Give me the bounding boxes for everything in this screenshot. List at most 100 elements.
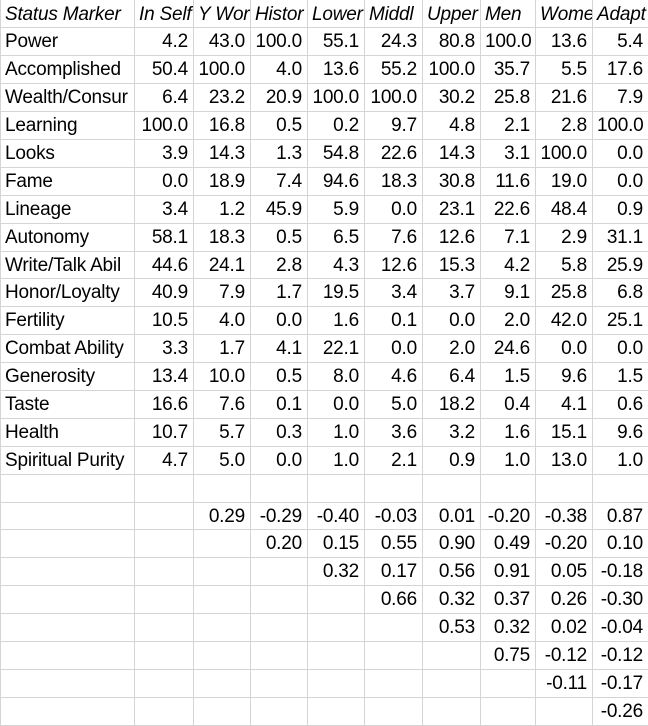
value-cell[interactable]: 20.9 <box>250 83 308 113</box>
empty-cell[interactable] <box>0 557 135 587</box>
empty-cell[interactable] <box>250 641 308 670</box>
value-cell[interactable]: 4.1 <box>535 390 593 419</box>
value-cell[interactable]: 55.2 <box>364 55 423 85</box>
correlation-cell[interactable]: 0.32 <box>480 613 536 642</box>
value-cell[interactable]: 4.7 <box>134 446 194 475</box>
empty-cell[interactable] <box>364 669 423 698</box>
value-cell[interactable]: 6.4 <box>422 362 481 391</box>
column-header-cell[interactable]: Middl <box>364 0 423 29</box>
value-cell[interactable]: 0.3 <box>250 418 308 447</box>
empty-cell[interactable] <box>193 613 251 642</box>
value-cell[interactable]: 23.1 <box>422 195 481 224</box>
value-cell[interactable]: 15.1 <box>535 418 593 447</box>
value-cell[interactable]: 100.0 <box>193 55 251 85</box>
value-cell[interactable]: 0.0 <box>364 334 423 364</box>
value-cell[interactable]: 100.0 <box>422 55 481 85</box>
value-cell[interactable]: 0.0 <box>364 195 423 224</box>
value-cell[interactable]: 100.0 <box>134 111 194 140</box>
value-cell[interactable]: 0.9 <box>422 446 481 475</box>
row-label-cell[interactable]: Accomplished <box>0 55 135 85</box>
value-cell[interactable]: 6.5 <box>307 223 365 252</box>
correlation-cell[interactable]: -0.40 <box>307 502 365 531</box>
value-cell[interactable]: 3.4 <box>364 278 423 308</box>
correlation-cell[interactable]: 0.05 <box>535 557 593 587</box>
value-cell[interactable]: 0.1 <box>364 306 423 336</box>
value-cell[interactable]: 0.0 <box>307 390 365 419</box>
empty-cell[interactable] <box>193 474 251 503</box>
column-header-cell[interactable]: Wome <box>535 0 593 29</box>
value-cell[interactable]: 4.3 <box>307 251 365 280</box>
column-header-cell[interactable]: Status Marker <box>0 0 135 29</box>
empty-cell[interactable] <box>307 641 365 670</box>
empty-cell[interactable] <box>422 474 481 503</box>
value-cell[interactable]: 0.1 <box>250 390 308 419</box>
value-cell[interactable]: 100.0 <box>364 83 423 113</box>
value-cell[interactable]: 2.1 <box>364 446 423 475</box>
correlation-cell[interactable]: -0.03 <box>364 502 423 531</box>
value-cell[interactable]: 12.6 <box>364 251 423 280</box>
value-cell[interactable]: 42.0 <box>535 306 593 336</box>
empty-cell[interactable] <box>134 585 194 615</box>
value-cell[interactable]: 2.8 <box>250 251 308 280</box>
empty-cell[interactable] <box>364 613 423 642</box>
row-label-cell[interactable]: Combat Ability <box>0 334 135 364</box>
correlation-cell[interactable]: 0.55 <box>364 529 423 559</box>
correlation-cell[interactable]: -0.17 <box>592 669 648 698</box>
value-cell[interactable]: 11.6 <box>480 167 536 196</box>
row-label-cell[interactable]: Health <box>0 418 135 447</box>
value-cell[interactable]: 3.7 <box>422 278 481 308</box>
empty-cell[interactable] <box>250 585 308 615</box>
value-cell[interactable]: 7.9 <box>592 83 648 113</box>
value-cell[interactable]: 10.5 <box>134 306 194 336</box>
correlation-cell[interactable]: 0.15 <box>307 529 365 559</box>
value-cell[interactable]: 13.6 <box>307 55 365 85</box>
value-cell[interactable]: 7.9 <box>193 278 251 308</box>
correlation-cell[interactable]: 0.37 <box>480 585 536 615</box>
value-cell[interactable]: 44.6 <box>134 251 194 280</box>
correlation-cell[interactable]: 0.32 <box>307 557 365 587</box>
empty-cell[interactable] <box>0 585 135 615</box>
correlation-cell[interactable]: -0.20 <box>535 529 593 559</box>
value-cell[interactable]: 0.6 <box>592 390 648 419</box>
value-cell[interactable]: 55.1 <box>307 27 365 57</box>
value-cell[interactable]: 22.1 <box>307 334 365 364</box>
value-cell[interactable]: 17.6 <box>592 55 648 85</box>
correlation-cell[interactable]: -0.18 <box>592 557 648 587</box>
correlation-cell[interactable]: -0.04 <box>592 613 648 642</box>
value-cell[interactable]: 0.0 <box>422 306 481 336</box>
value-cell[interactable]: 0.0 <box>592 334 648 364</box>
correlation-cell[interactable]: -0.26 <box>592 697 648 726</box>
correlation-cell[interactable]: 0.02 <box>535 613 593 642</box>
correlation-cell[interactable]: -0.29 <box>250 502 308 531</box>
value-cell[interactable]: 16.8 <box>193 111 251 140</box>
column-header-cell[interactable]: Men <box>480 0 536 29</box>
value-cell[interactable]: 40.9 <box>134 278 194 308</box>
value-cell[interactable]: 24.1 <box>193 251 251 280</box>
column-header-cell[interactable]: Upper <box>422 0 481 29</box>
correlation-cell[interactable]: 0.66 <box>364 585 423 615</box>
value-cell[interactable]: 1.3 <box>250 139 308 168</box>
value-cell[interactable]: 21.6 <box>535 83 593 113</box>
value-cell[interactable]: 5.7 <box>193 418 251 447</box>
value-cell[interactable]: 1.6 <box>480 418 536 447</box>
empty-cell[interactable] <box>193 529 251 559</box>
row-label-cell[interactable]: Wealth/Consur <box>0 83 135 113</box>
correlation-cell[interactable]: 0.01 <box>422 502 481 531</box>
value-cell[interactable]: 9.1 <box>480 278 536 308</box>
value-cell[interactable]: 2.8 <box>535 111 593 140</box>
value-cell[interactable]: 8.0 <box>307 362 365 391</box>
value-cell[interactable]: 0.0 <box>592 139 648 168</box>
empty-cell[interactable] <box>193 585 251 615</box>
empty-cell[interactable] <box>307 585 365 615</box>
value-cell[interactable]: 4.2 <box>480 251 536 280</box>
value-cell[interactable]: 1.7 <box>250 278 308 308</box>
empty-cell[interactable] <box>0 529 135 559</box>
correlation-cell[interactable]: 0.10 <box>592 529 648 559</box>
value-cell[interactable]: 0.5 <box>250 111 308 140</box>
value-cell[interactable]: 22.6 <box>480 195 536 224</box>
correlation-cell[interactable]: 0.87 <box>592 502 648 531</box>
value-cell[interactable]: 58.1 <box>134 223 194 252</box>
row-label-cell[interactable]: Honor/Loyalty <box>0 278 135 308</box>
empty-cell[interactable] <box>193 641 251 670</box>
row-label-cell[interactable]: Fertility <box>0 306 135 336</box>
